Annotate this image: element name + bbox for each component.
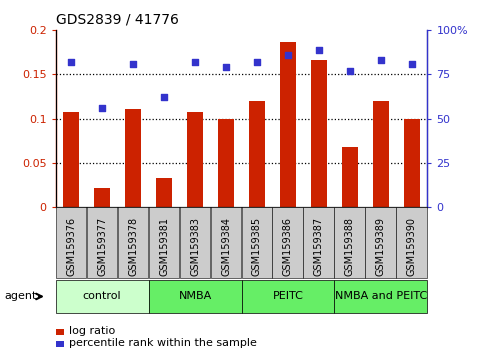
- Text: GSM159384: GSM159384: [221, 217, 231, 276]
- Text: GSM159385: GSM159385: [252, 217, 262, 276]
- Point: [284, 52, 292, 58]
- Bar: [311, 60, 327, 207]
- Point: [67, 59, 75, 65]
- Text: GSM159377: GSM159377: [97, 217, 107, 276]
- Text: GSM159390: GSM159390: [407, 217, 417, 276]
- Point: [377, 57, 385, 63]
- Text: GSM159381: GSM159381: [159, 217, 169, 276]
- Text: GDS2839 / 41776: GDS2839 / 41776: [56, 12, 178, 27]
- Bar: [156, 178, 172, 207]
- Point: [160, 95, 168, 100]
- Point: [408, 61, 416, 67]
- Point: [222, 64, 230, 70]
- Text: PEITC: PEITC: [272, 291, 303, 302]
- Point: [253, 59, 261, 65]
- Text: control: control: [83, 291, 121, 302]
- Bar: [125, 109, 141, 207]
- Text: percentile rank within the sample: percentile rank within the sample: [69, 338, 257, 348]
- Bar: [280, 41, 296, 207]
- Text: GSM159387: GSM159387: [314, 217, 324, 276]
- Point: [191, 59, 199, 65]
- Bar: [373, 101, 389, 207]
- Text: GSM159389: GSM159389: [376, 217, 386, 276]
- Bar: [218, 120, 234, 207]
- Text: GSM159378: GSM159378: [128, 217, 138, 276]
- Bar: [249, 101, 265, 207]
- Point: [98, 105, 106, 111]
- Bar: [63, 112, 79, 207]
- Point: [346, 68, 354, 74]
- Text: NMBA and PEITC: NMBA and PEITC: [335, 291, 427, 302]
- Bar: [94, 188, 110, 207]
- Bar: [404, 119, 420, 207]
- Text: NMBA: NMBA: [178, 291, 212, 302]
- Text: GSM159376: GSM159376: [66, 217, 76, 276]
- Text: GSM159383: GSM159383: [190, 217, 200, 276]
- Point: [129, 61, 137, 67]
- Text: log ratio: log ratio: [69, 326, 115, 336]
- Text: GSM159388: GSM159388: [345, 217, 355, 276]
- Bar: [187, 112, 203, 207]
- Point: [315, 47, 323, 52]
- Text: agent: agent: [5, 291, 37, 302]
- Text: GSM159386: GSM159386: [283, 217, 293, 276]
- Bar: [342, 147, 358, 207]
